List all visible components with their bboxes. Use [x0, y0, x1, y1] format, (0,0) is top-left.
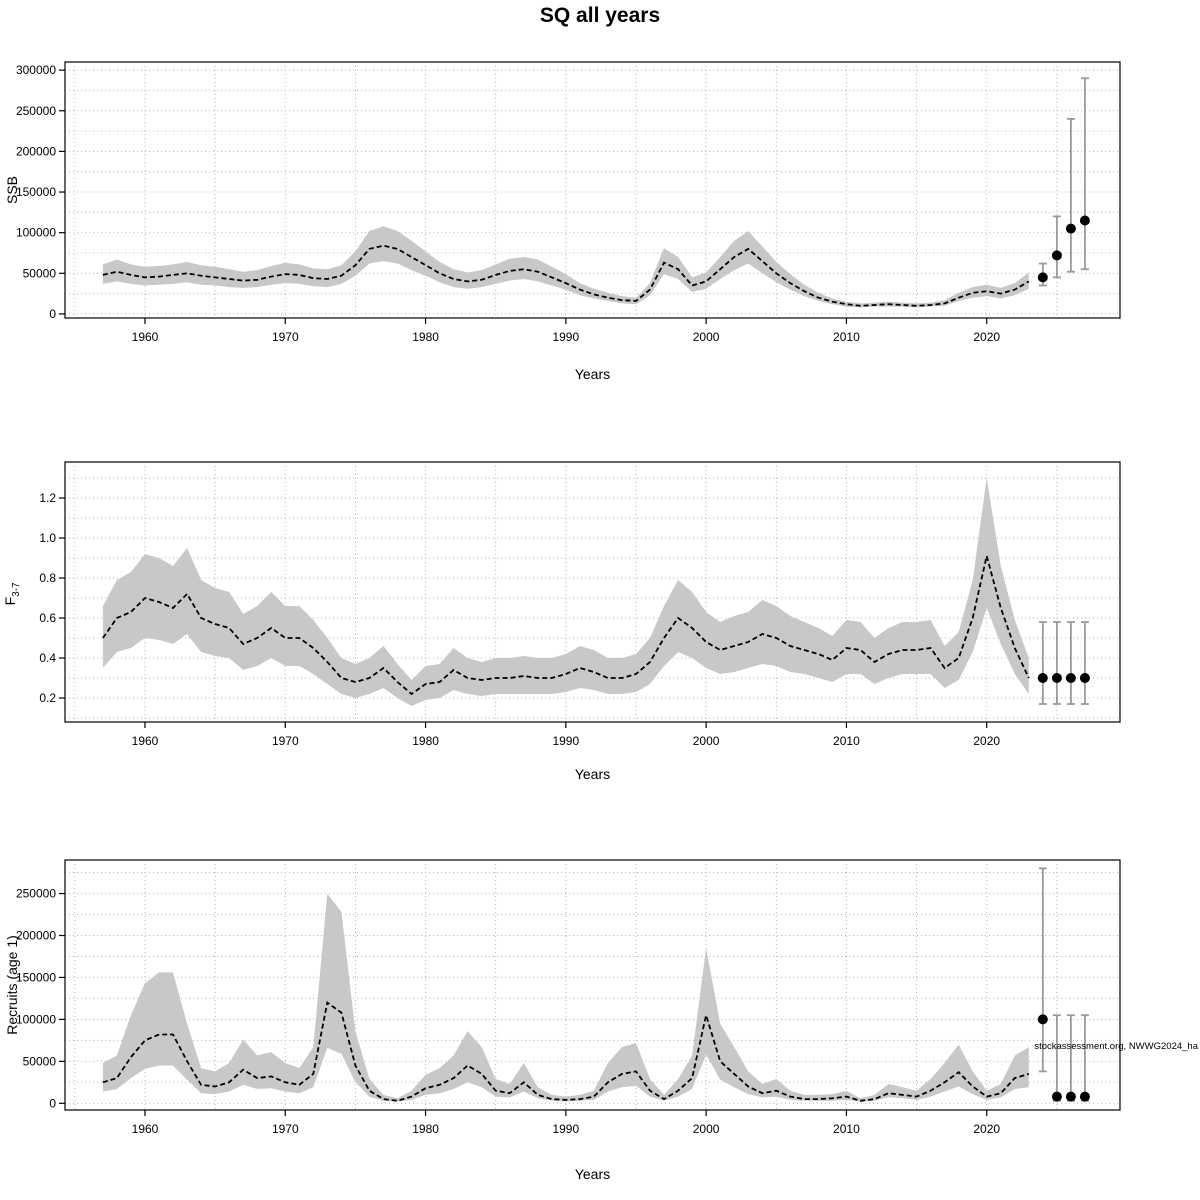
recruits-x-tick-label: 1960 — [132, 1122, 159, 1136]
ssb-estimate-line — [102, 244, 1030, 307]
f-y-tick-label: 1.2 — [39, 491, 56, 505]
ssb-y-tick-label: 150000 — [16, 185, 56, 199]
xlabel-recruits: Years — [574, 1166, 611, 1182]
ylabel-ssb-text: SSB — [4, 176, 20, 205]
recruits-x-tick-label: 1980 — [412, 1122, 439, 1136]
f-axis-box — [64, 461, 1121, 723]
recruits-x-tick-label: 2020 — [973, 1122, 1000, 1136]
recruits-x-tick-label: 1990 — [552, 1122, 579, 1136]
f-y-tick-label: 0.6 — [39, 611, 56, 625]
recruits-y-tick-label: 0 — [49, 1096, 56, 1110]
ssb-axes: 1960 1970 1980 1990 2000 2010 2020 0 50000 100000… — [16, 63, 1000, 344]
ssb-x-tick-label: 1970 — [272, 330, 299, 344]
recruits-x-tick-label: 1970 — [272, 1122, 299, 1136]
ylabel-recruits-text: Recruits (age 1) — [4, 935, 20, 1035]
f-forecast-points — [1037, 673, 1090, 683]
f-y-tick-label: 0.8 — [39, 571, 56, 585]
f-x-tick-label: 2020 — [973, 734, 1000, 748]
f-forecast-errorbars — [1038, 621, 1089, 705]
ssb-x-tick-label: 1980 — [412, 330, 439, 344]
f-x-tick-label: 1980 — [412, 734, 439, 748]
recruits-y-tick-label: 50000 — [23, 1054, 57, 1068]
watermark-text: stockassessment.org, NWWG2024_ha — [1034, 1041, 1198, 1052]
ssb-forecast-errorbars — [1038, 77, 1089, 287]
ylabel-ssb: SSB — [4, 90, 20, 290]
ssb-x-tick-label: 1990 — [552, 330, 579, 344]
ssb-x-tick-label: 2010 — [833, 330, 860, 344]
recruits-y-tick-label: 100000 — [16, 1012, 56, 1026]
recruits-y-tick-label: 200000 — [16, 929, 56, 943]
f-confidence-band — [102, 478, 1029, 706]
recruits-confidence-band — [102, 893, 1029, 1102]
f-x-tick-label: 1960 — [132, 734, 159, 748]
recruits-estimate-line — [102, 1001, 1030, 1102]
ssb-y-tick-label: 0 — [49, 307, 56, 321]
f-y-tick-label: 1.0 — [39, 531, 56, 545]
ssb-x-tick-label: 2020 — [973, 330, 1000, 344]
ssb-plot-panel: 1960 1970 1980 1990 2000 2010 2020 0 50000 100000… — [16, 61, 1121, 344]
ylabel-f: F3-7 — [2, 494, 22, 694]
f-estimate-line — [102, 555, 1030, 696]
f-x-tick-label: 2000 — [693, 734, 720, 748]
ssb-grid-lines — [65, 62, 1120, 318]
ylabel-f-sub: 3-7 — [10, 582, 22, 597]
ssb-y-tick-label: 200000 — [16, 144, 56, 158]
ssb-forecast-points — [1037, 215, 1090, 283]
ssb-y-tick-label: 250000 — [16, 104, 56, 118]
ssb-x-tick-label: 1960 — [132, 330, 159, 344]
f-x-tick-label: 1970 — [272, 734, 299, 748]
plot-title: SQ all years — [539, 4, 661, 27]
xlabel-f: Years — [574, 766, 611, 782]
recruits-forecast-points — [1037, 1014, 1090, 1102]
ssb-y-tick-label: 100000 — [16, 226, 56, 240]
recruits-y-tick-label: 250000 — [16, 887, 56, 901]
f-x-tick-label: 1990 — [552, 734, 579, 748]
f-x-tick-label: 2010 — [833, 734, 860, 748]
f-y-tick-label: 0.2 — [39, 691, 56, 705]
recruits-y-tick-label: 150000 — [16, 970, 56, 984]
ssb-axis-box — [64, 61, 1121, 319]
f-axes: 1960 1970 1980 1990 2000 2010 2020 0.2 0.4 0.6 0.8… — [39, 491, 1000, 748]
recruits-x-tick-label: 2000 — [693, 1122, 720, 1136]
recruits-forecast-errorbars — [1038, 867, 1089, 1102]
ssb-y-tick-label: 300000 — [16, 63, 56, 77]
ssb-y-tick-label: 50000 — [23, 266, 57, 280]
recruits-axis-box — [64, 859, 1121, 1111]
xlabel-ssb: Years — [574, 366, 611, 382]
ssb-x-tick-label: 2000 — [693, 330, 720, 344]
recruits-axes: 1960 1970 1980 1990 2000 2010 2020 0 50000 100000… — [16, 887, 1000, 1136]
ylabel-f-main: F — [2, 596, 19, 606]
recruits-plot-panel: 1960 1970 1980 1990 2000 2010 2020 0 50000 100000… — [16, 859, 1121, 1136]
f-plot-panel: 1960 1970 1980 1990 2000 2010 2020 0.2 0.4 0.6 0.8… — [39, 461, 1121, 748]
ylabel-recruits: Recruits (age 1) — [4, 885, 20, 1085]
recruits-x-tick-label: 2010 — [833, 1122, 860, 1136]
f-y-tick-label: 0.4 — [39, 651, 56, 665]
